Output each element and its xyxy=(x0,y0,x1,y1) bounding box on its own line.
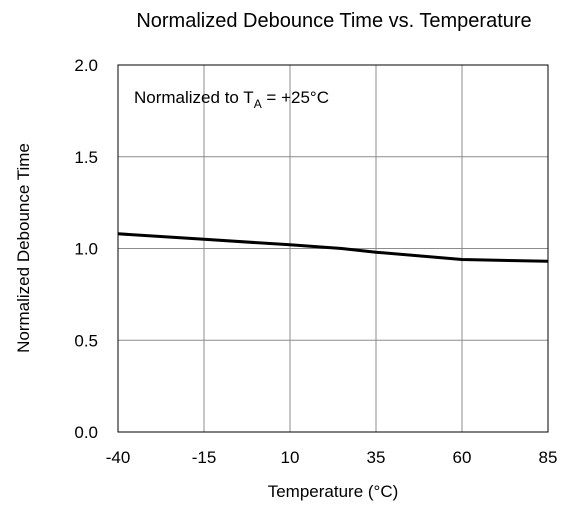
x-axis-title: Temperature (°C) xyxy=(268,482,399,501)
chart-title: Normalized Debounce Time vs. Temperature xyxy=(136,10,531,32)
annotation-prefix: Normalized to T xyxy=(134,88,254,107)
x-tick-label: 60 xyxy=(453,448,472,467)
y-tick-label: 2.0 xyxy=(74,56,98,75)
y-tick-label: 0.0 xyxy=(74,423,98,442)
x-tick-labels: -40 -15 10 35 60 85 xyxy=(106,448,558,467)
x-tick-label: -15 xyxy=(192,448,217,467)
x-tick-label: 35 xyxy=(367,448,386,467)
x-tick-label: 85 xyxy=(539,448,558,467)
annotation-subscript: A xyxy=(254,97,262,111)
x-tick-label: 10 xyxy=(281,448,300,467)
series-line xyxy=(117,232,549,263)
y-tick-label: 1.0 xyxy=(74,240,98,259)
series-group xyxy=(117,232,549,263)
annotation-label: Normalized to TA = +25°C xyxy=(134,88,329,111)
x-tick-label: -40 xyxy=(106,448,131,467)
plot-frame xyxy=(117,64,549,433)
y-axis-title: Normalized Debounce Time xyxy=(14,143,33,353)
y-tick-label: 0.5 xyxy=(74,331,98,350)
y-tick-label: 1.5 xyxy=(74,148,98,167)
annotation-suffix: = +25°C xyxy=(262,88,329,107)
y-tick-labels: 0.0 0.5 1.0 1.5 2.0 xyxy=(74,56,98,442)
